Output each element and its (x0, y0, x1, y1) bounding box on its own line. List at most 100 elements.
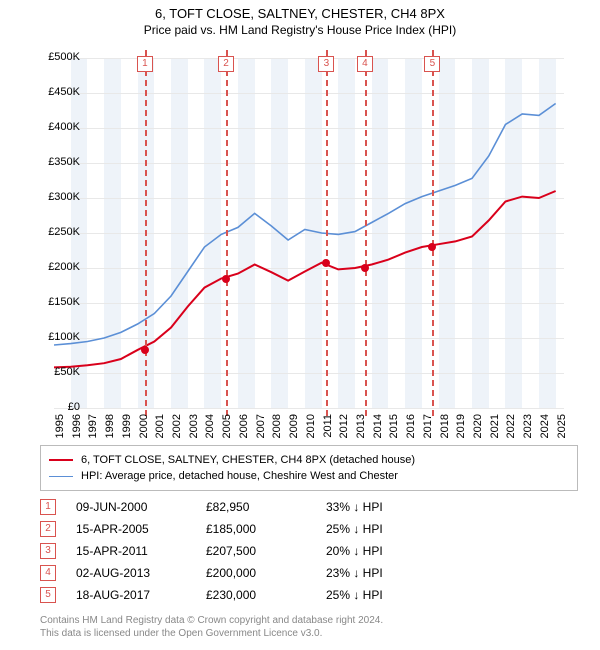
x-tick-label: 2002 (171, 414, 183, 444)
x-tick-label: 2005 (221, 414, 233, 444)
x-tick-label: 2010 (305, 414, 317, 444)
sales-row: 4 02-AUG-2013£200,00023% ↓ HPI (40, 562, 560, 584)
sale-dot (222, 275, 230, 283)
sale-marker-line (226, 50, 228, 416)
y-tick-label: £50K (30, 366, 80, 378)
sale-dot (361, 264, 369, 272)
sales-row-price: £207,500 (206, 544, 326, 558)
sale-dot (141, 346, 149, 354)
sale-dot (428, 243, 436, 251)
sales-row-price: £82,950 (206, 500, 326, 514)
y-tick-label: £400K (30, 121, 80, 133)
y-tick-label: £500K (30, 51, 80, 63)
x-tick-label: 2014 (372, 414, 384, 444)
sale-marker-badge: 5 (424, 56, 440, 72)
sales-row: 2 15-APR-2005£185,00025% ↓ HPI (40, 518, 560, 540)
sale-marker-badge: 1 (137, 56, 153, 72)
sales-row-date: 18-AUG-2017 (76, 588, 206, 602)
gridline-h (54, 408, 564, 409)
y-tick-label: £300K (30, 191, 80, 203)
chart-subtitle: Price paid vs. HM Land Registry's House … (0, 21, 600, 41)
x-tick-label: 1997 (87, 414, 99, 444)
sales-row-pct: 25% ↓ HPI (326, 522, 506, 536)
x-tick-label: 2022 (505, 414, 517, 444)
y-tick-label: £450K (30, 86, 80, 98)
sale-marker-badge: 2 (218, 56, 234, 72)
x-tick-label: 2024 (539, 414, 551, 444)
footer-line-2: This data is licensed under the Open Gov… (40, 627, 560, 640)
legend-box: 6, TOFT CLOSE, SALTNEY, CHESTER, CH4 8PX… (40, 445, 578, 491)
chart-container: 6, TOFT CLOSE, SALTNEY, CHESTER, CH4 8PX… (0, 0, 600, 650)
sales-row-badge: 5 (40, 587, 56, 603)
sales-row-pct: 25% ↓ HPI (326, 588, 506, 602)
sale-marker-line (326, 50, 328, 416)
x-tick-label: 1998 (104, 414, 116, 444)
x-tick-label: 2016 (405, 414, 417, 444)
sales-row-price: £185,000 (206, 522, 326, 536)
sales-row: 109-JUN-2000£82,95033% ↓ HPI (40, 496, 560, 518)
x-tick-label: 2021 (489, 414, 501, 444)
x-tick-label: 2003 (188, 414, 200, 444)
y-tick-label: £350K (30, 156, 80, 168)
legend-row: 6, TOFT CLOSE, SALTNEY, CHESTER, CH4 8PX… (49, 452, 569, 468)
x-tick-label: 2007 (255, 414, 267, 444)
sales-row-price: £200,000 (206, 566, 326, 580)
chart-title: 6, TOFT CLOSE, SALTNEY, CHESTER, CH4 8PX (0, 0, 600, 21)
x-tick-label: 2018 (439, 414, 451, 444)
x-tick-label: 2019 (455, 414, 467, 444)
sale-dot (322, 259, 330, 267)
legend-label: HPI: Average price, detached house, Ches… (81, 470, 398, 482)
legend-row: HPI: Average price, detached house, Ches… (49, 468, 569, 484)
sale-marker-badge: 4 (357, 56, 373, 72)
sale-marker-line (432, 50, 434, 416)
y-tick-label: £250K (30, 226, 80, 238)
x-tick-label: 2017 (422, 414, 434, 444)
chart-lines-svg (54, 58, 564, 408)
x-tick-label: 1996 (71, 414, 83, 444)
sales-row-pct: 23% ↓ HPI (326, 566, 506, 580)
x-tick-label: 2001 (154, 414, 166, 444)
sales-row-badge: 4 (40, 565, 56, 581)
x-tick-label: 2012 (338, 414, 350, 444)
sales-row-price: £230,000 (206, 588, 326, 602)
chart-plot-area: 1 2 3 4 5 (54, 58, 564, 408)
legend-swatch (49, 459, 73, 461)
sales-row-date: 15-APR-2005 (76, 522, 206, 536)
sales-row-pct: 20% ↓ HPI (326, 544, 506, 558)
sales-table: 109-JUN-2000£82,95033% ↓ HPI 2 15-APR-2005… (40, 496, 560, 606)
x-tick-label: 1999 (121, 414, 133, 444)
x-tick-label: 2006 (238, 414, 250, 444)
y-tick-label: £200K (30, 261, 80, 273)
series-line-property (54, 191, 556, 367)
x-tick-label: 2000 (138, 414, 150, 444)
sale-marker-line (365, 50, 367, 416)
sales-row: 5 18-AUG-2017£230,00025% ↓ HPI (40, 584, 560, 606)
x-tick-label: 2013 (355, 414, 367, 444)
sales-row-badge: 3 (40, 543, 56, 559)
x-tick-label: 2004 (204, 414, 216, 444)
x-tick-label: 1995 (54, 414, 66, 444)
sales-row-date: 15-APR-2011 (76, 544, 206, 558)
footer-line-1: Contains HM Land Registry data © Crown c… (40, 614, 560, 627)
y-tick-label: £100K (30, 331, 80, 343)
x-tick-label: 2015 (388, 414, 400, 444)
x-tick-label: 2009 (288, 414, 300, 444)
footer-attribution: Contains HM Land Registry data © Crown c… (40, 614, 560, 640)
sales-row-date: 02-AUG-2013 (76, 566, 206, 580)
x-tick-label: 2008 (271, 414, 283, 444)
sale-marker-badge: 3 (318, 56, 334, 72)
sales-row-pct: 33% ↓ HPI (326, 500, 506, 514)
sale-marker-line (145, 50, 147, 416)
y-tick-label: £0 (30, 401, 80, 413)
sales-row-badge: 1 (40, 499, 56, 515)
legend-swatch (49, 476, 73, 477)
sales-row-badge: 2 (40, 521, 56, 537)
x-tick-label: 2020 (472, 414, 484, 444)
sales-row: 3 15-APR-2011£207,50020% ↓ HPI (40, 540, 560, 562)
series-line-hpi (54, 104, 556, 346)
x-tick-label: 2023 (522, 414, 534, 444)
y-tick-label: £150K (30, 296, 80, 308)
x-tick-label: 2025 (556, 414, 568, 444)
legend-label: 6, TOFT CLOSE, SALTNEY, CHESTER, CH4 8PX… (81, 454, 415, 466)
x-tick-label: 2011 (322, 414, 334, 444)
